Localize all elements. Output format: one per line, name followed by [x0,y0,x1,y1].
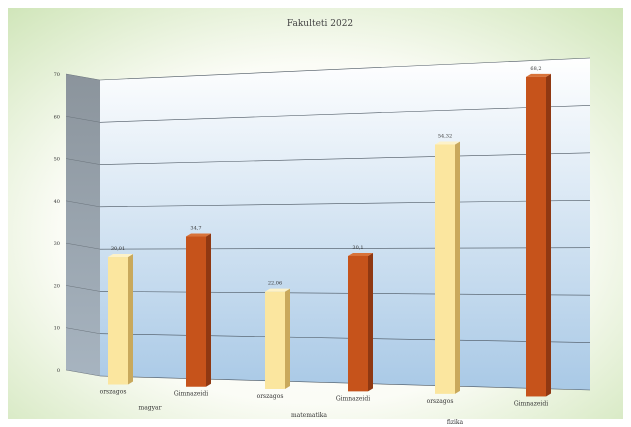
bar [108,257,128,385]
y-tick-label: 30 [54,241,60,247]
side-grid-line [65,285,101,292]
bars: 30,01 34,7 22,06 30,1 54,32 68,2 [108,66,551,397]
side-grid-line [65,369,101,377]
group-label: fizika [447,419,464,426]
side-grid-line [65,327,101,334]
y-tick-label: 70 [54,72,60,78]
category-labels: orszagos Gimnazeidi orszagos Gimnazeidi orsz… [100,389,549,427]
y-tick-label: 20 [54,283,60,289]
side-grid-line [65,158,101,165]
bar-side [128,254,133,385]
grid-line [99,375,591,391]
y-tick-label: 60 [54,114,60,120]
grid-line [99,291,591,296]
y-tick-label: 40 [54,199,60,205]
bar-side [368,252,373,392]
y-tick-label: 10 [54,326,60,332]
y-axis-ticks: 0 10 20 30 40 50 60 70 [54,72,60,374]
bar-category-label: Gimnazeidi [514,400,548,407]
bar-category-label: Gimnazeidi [336,395,370,402]
chart-title: Fakulteti 2022 [287,19,353,29]
bar [265,291,285,389]
bar-side [285,288,290,389]
y-tick-label: 50 [54,157,60,163]
grid-lines [65,57,591,391]
plot-back-wall [100,58,590,390]
grid-line [99,105,591,123]
side-grid-line [65,200,101,208]
bar-value-label: 34,7 [190,226,201,232]
bar-category-label: orszagos [427,398,454,405]
side-grid-line [65,116,101,123]
bar-top [108,254,133,258]
bar-value-label: 30,1 [352,245,363,251]
bar-category-label: orszagos [100,389,127,396]
bar [526,76,546,397]
grid-line [99,152,591,165]
side-grid-line [65,73,101,81]
bar [348,255,368,392]
bar-top [435,141,460,145]
bar-value-label: 30,01 [111,246,125,252]
bar-top [265,288,290,292]
bar-category-label: orszagos [257,393,284,400]
grid-line [99,247,591,250]
bar [435,144,455,394]
bar-value-label: 22,06 [268,281,282,287]
side-grid-line [65,242,101,250]
bar-side [546,73,551,397]
bar-category-label: Gimnazeidi [174,391,208,398]
bar-top [348,252,373,256]
grid-line [99,333,591,343]
bar-top [186,233,211,237]
group-label: matematika [291,412,327,419]
group-label: magyar [139,404,162,411]
grid-line [99,199,591,208]
grid-line [99,57,591,81]
plot-side-wall [66,74,100,376]
bar-side [206,233,211,387]
bar-value-label: 68,2 [530,66,541,72]
bar-top [526,73,551,77]
y-tick-label: 0 [57,368,60,374]
bar-side [455,141,460,394]
bar-value-label: 54,32 [438,133,452,139]
bar [186,236,206,387]
